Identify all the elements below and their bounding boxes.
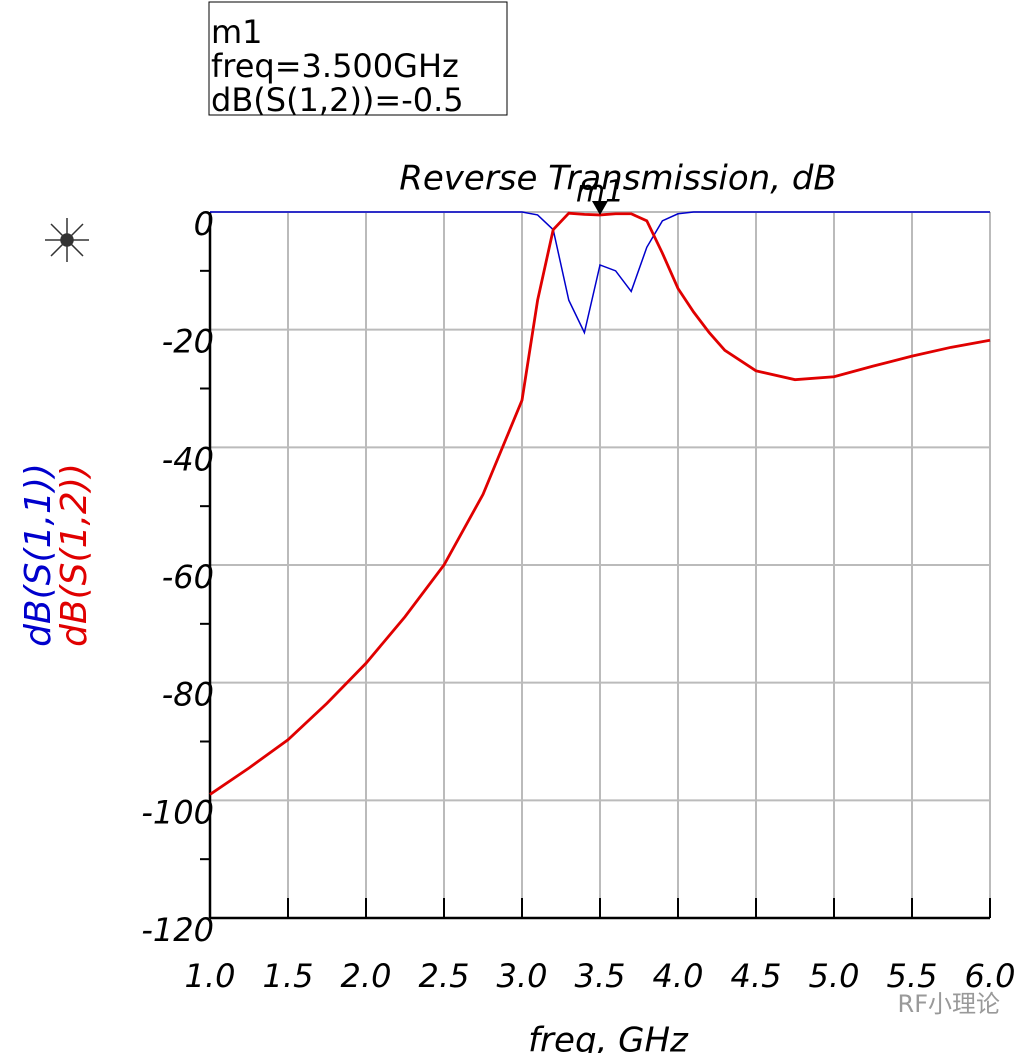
- y-axis-label: dB(S(1,2)): [54, 463, 95, 647]
- marker-box: [208, 1, 508, 116]
- marker-name: m1: [576, 174, 624, 209]
- y-axis-label: dB(S(1,1)): [18, 463, 59, 647]
- x-tick-label: 6.0: [965, 957, 1016, 995]
- x-tick-label: 4.5: [731, 957, 782, 995]
- x-axis-label: freq, GHz: [528, 1021, 689, 1053]
- x-tick-label: 4.0: [653, 957, 704, 995]
- x-tick-label: 1.0: [185, 957, 236, 995]
- x-tick-label: 2.5: [419, 957, 470, 995]
- x-tick-label: 5.5: [887, 957, 938, 995]
- y-tick-label: -100: [141, 793, 214, 831]
- y-tick-label: -20: [162, 323, 214, 361]
- x-tick-label: 2.0: [341, 957, 392, 995]
- marker-readout: m1: [211, 13, 263, 51]
- x-tick-label: 3.5: [575, 957, 626, 995]
- series-line: [210, 211, 990, 335]
- y-tick-label: -40: [162, 440, 214, 478]
- marker: [592, 200, 608, 215]
- y-tick-label: -60: [162, 558, 214, 596]
- chart-title: Reverse Transmission, dB: [399, 159, 837, 199]
- x-tick-label: 1.5: [263, 957, 314, 995]
- watermark: RF小理论: [898, 990, 1000, 1018]
- y-tick-label: -120: [141, 911, 214, 949]
- x-tick-label: 5.0: [809, 957, 860, 995]
- y-tick-label: -80: [162, 676, 214, 714]
- logo: [45, 218, 89, 262]
- series-line: [209, 211, 991, 796]
- x-tick-label: 3.0: [497, 957, 548, 995]
- marker-readout: dB(S(1,2))=-0.5: [211, 81, 464, 119]
- marker-readout: freq=3.500GHz: [211, 47, 459, 85]
